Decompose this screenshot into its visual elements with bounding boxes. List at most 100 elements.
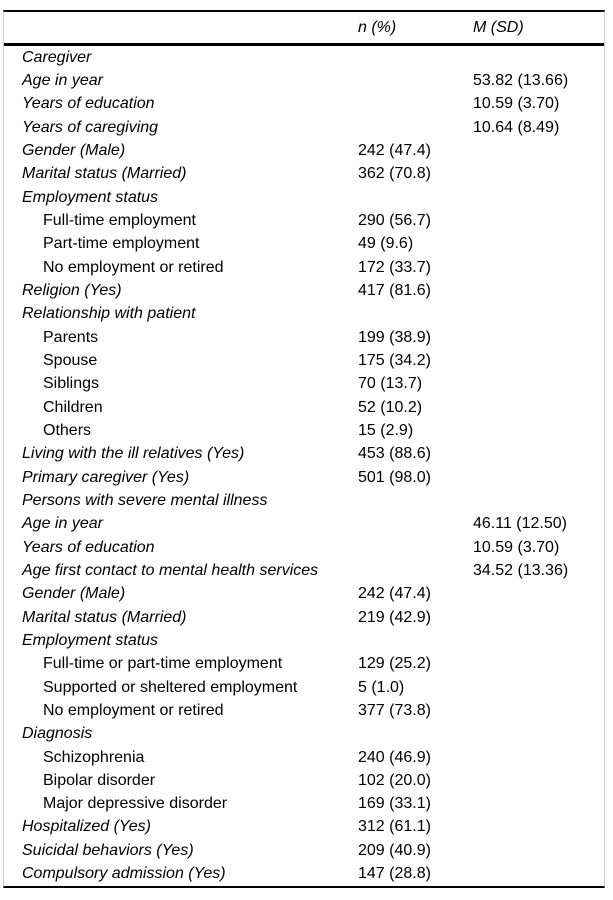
table-row: Schizophrenia 240 (46.9) bbox=[4, 746, 604, 769]
table-row: Spouse 175 (34.2) bbox=[4, 349, 604, 372]
row-label: Gender (Male) bbox=[22, 585, 126, 603]
table-row: Age first contact to mental health servi… bbox=[4, 559, 604, 582]
row-label: Primary caregiver (Yes) bbox=[22, 468, 190, 486]
row-label: Full-time employment bbox=[43, 211, 196, 229]
row-label: No employment or retired bbox=[43, 258, 224, 276]
table-row: Full-time or part-time employment 129 (2… bbox=[4, 653, 604, 676]
n-percent-value: 453 (88.6) bbox=[358, 445, 431, 463]
row-label: Gender (Male) bbox=[22, 141, 126, 159]
row-label: Years of education bbox=[22, 538, 155, 556]
n-percent-value: 417 (81.6) bbox=[358, 281, 431, 299]
table-row: Parents 199 (38.9) bbox=[4, 326, 604, 349]
n-percent-value: 242 (47.4) bbox=[358, 141, 431, 159]
row-label: Marital status (Married) bbox=[22, 608, 187, 626]
n-percent-value: 209 (40.9) bbox=[358, 841, 431, 859]
row-label: Children bbox=[43, 398, 103, 416]
row-label: Age first contact to mental health servi… bbox=[22, 561, 319, 579]
table-row: Gender (Male) 242 (47.4) bbox=[4, 583, 604, 606]
table-row: Major depressive disorder 169 (33.1) bbox=[4, 793, 604, 816]
column-header-m-sd: M (SD) bbox=[473, 18, 524, 36]
row-label: Supported or sheltered employment bbox=[43, 678, 298, 696]
n-percent-value: 129 (25.2) bbox=[358, 655, 431, 673]
table-row: Religion (Yes) 417 (81.6) bbox=[4, 279, 604, 302]
table-row: Marital status (Married) 362 (70.8) bbox=[4, 163, 604, 186]
m-sd-value: 53.82 (13.66) bbox=[473, 71, 569, 89]
m-sd-value: 10.59 (3.70) bbox=[473, 95, 560, 113]
row-label: No employment or retired bbox=[43, 701, 224, 719]
table-row: Persons with severe mental illness bbox=[4, 489, 604, 512]
table-row: No employment or retired 377 (73.8) bbox=[4, 699, 604, 722]
table-row: Siblings 70 (13.7) bbox=[4, 373, 604, 396]
n-percent-value: 49 (9.6) bbox=[358, 235, 414, 253]
table-row: Compulsory admission (Yes) 147 (28.8) bbox=[4, 862, 604, 885]
row-label: Persons with severe mental illness bbox=[22, 491, 268, 509]
row-label: Diagnosis bbox=[22, 725, 93, 743]
table-row: Others 15 (2.9) bbox=[4, 419, 604, 442]
table-row: Age in year 46.11 (12.50) bbox=[4, 513, 604, 536]
n-percent-value: 219 (42.9) bbox=[358, 608, 431, 626]
row-label: Marital status (Married) bbox=[22, 165, 187, 183]
row-label: Siblings bbox=[43, 375, 100, 393]
table-row: Marital status (Married) 219 (42.9) bbox=[4, 606, 604, 629]
row-label: Age in year bbox=[22, 515, 103, 533]
table-row: Employment status bbox=[4, 629, 604, 652]
row-label: Full-time or part-time employment bbox=[43, 655, 283, 673]
n-percent-value: 102 (20.0) bbox=[358, 771, 431, 789]
n-percent-value: 501 (98.0) bbox=[358, 468, 431, 486]
n-percent-value: 52 (10.2) bbox=[358, 398, 423, 416]
table-row: Age in year 53.82 (13.66) bbox=[4, 69, 604, 92]
n-percent-value: 377 (73.8) bbox=[358, 701, 431, 719]
n-percent-value: 240 (46.9) bbox=[358, 748, 431, 766]
n-percent-value: 199 (38.9) bbox=[358, 328, 431, 346]
n-percent-value: 362 (70.8) bbox=[358, 165, 431, 183]
table-row: Diagnosis bbox=[4, 723, 604, 746]
row-label: Living with the ill relatives (Yes) bbox=[22, 445, 245, 463]
row-label: Hospitalized (Yes) bbox=[22, 818, 151, 836]
table-row: Years of caregiving 10.64 (8.49) bbox=[4, 116, 604, 139]
row-label: Parents bbox=[43, 328, 99, 346]
row-label: Employment status bbox=[22, 631, 159, 649]
demographics-table: n (%) M (SD) Caregiver Age in year 53.82… bbox=[3, 10, 605, 888]
table-row: Gender (Male) 242 (47.4) bbox=[4, 139, 604, 162]
m-sd-value: 34.52 (13.36) bbox=[473, 561, 569, 579]
m-sd-value: 46.11 (12.50) bbox=[473, 515, 567, 533]
row-label: Caregiver bbox=[22, 48, 92, 66]
row-label: Compulsory admission (Yes) bbox=[22, 865, 226, 883]
table-row: Children 52 (10.2) bbox=[4, 396, 604, 419]
table-row: Supported or sheltered employment 5 (1.0… bbox=[4, 676, 604, 699]
row-label: Years of education bbox=[22, 95, 155, 113]
n-percent-value: 15 (2.9) bbox=[358, 421, 414, 439]
table-row: Employment status bbox=[4, 186, 604, 209]
n-percent-value: 290 (56.7) bbox=[358, 211, 431, 229]
table-row: No employment or retired 172 (33.7) bbox=[4, 256, 604, 279]
n-percent-value: 175 (34.2) bbox=[358, 351, 431, 369]
table-row: Caregiver bbox=[4, 46, 604, 69]
column-header-n-percent: n (%) bbox=[358, 18, 397, 36]
row-label: Relationship with patient bbox=[22, 305, 196, 323]
row-label: Suicidal behaviors (Yes) bbox=[22, 841, 194, 859]
table-row: Full-time employment 290 (56.7) bbox=[4, 209, 604, 232]
row-label: Bipolar disorder bbox=[43, 771, 156, 789]
row-label: Others bbox=[43, 421, 92, 439]
n-percent-value: 172 (33.7) bbox=[358, 258, 431, 276]
row-label: Employment status bbox=[22, 188, 159, 206]
table-body: Caregiver Age in year 53.82 (13.66) Year… bbox=[4, 46, 604, 886]
row-label: Part-time employment bbox=[43, 235, 200, 253]
row-label: Age in year bbox=[22, 71, 103, 89]
table-row: Suicidal behaviors (Yes) 209 (40.9) bbox=[4, 839, 604, 862]
n-percent-value: 5 (1.0) bbox=[358, 678, 405, 696]
row-label: Major depressive disorder bbox=[43, 795, 228, 813]
n-percent-value: 169 (33.1) bbox=[358, 795, 431, 813]
n-percent-value: 312 (61.1) bbox=[358, 818, 431, 836]
table-row: Part-time employment 49 (9.6) bbox=[4, 233, 604, 256]
row-label: Years of caregiving bbox=[22, 118, 159, 136]
table-row: Living with the ill relatives (Yes) 453 … bbox=[4, 443, 604, 466]
n-percent-value: 242 (47.4) bbox=[358, 585, 431, 603]
table-row: Hospitalized (Yes) 312 (61.1) bbox=[4, 816, 604, 839]
table-row: Primary caregiver (Yes) 501 (98.0) bbox=[4, 466, 604, 489]
table-row: Bipolar disorder 102 (20.0) bbox=[4, 769, 604, 792]
table-row: Relationship with patient bbox=[4, 303, 604, 326]
n-percent-value: 70 (13.7) bbox=[358, 375, 423, 393]
m-sd-value: 10.64 (8.49) bbox=[473, 118, 560, 136]
